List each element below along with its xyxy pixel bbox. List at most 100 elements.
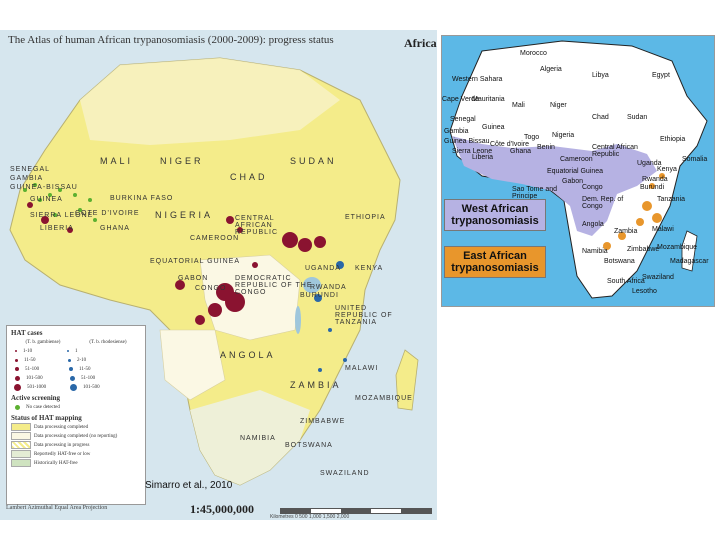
country-label-swaziland: SWAZILAND (320, 470, 370, 477)
trypanosomiasis-distribution-map: Morocco Algeria Libya Egypt Western Saha… (441, 35, 715, 307)
r-label-ghana: Ghana (510, 148, 532, 155)
r-label-guinea-bissau: Guinea Bissau (444, 138, 490, 145)
country-label-zimbabwe: ZIMBABWE (300, 418, 346, 425)
r-label-south-africa: South Africa (607, 278, 645, 285)
r-label-guinea: Guinea (482, 124, 505, 131)
r-label-morocco: Morocco (520, 50, 547, 57)
country-label-cameroon: CAMEROON (190, 235, 240, 242)
legend-r-5: 101-500 (83, 384, 100, 390)
country-label-zambia: ZAMBIA (290, 380, 342, 390)
scale-bar-label: Kilometres 0 500 1,000 1,500 2,000 (270, 514, 350, 520)
country-label-mozambique: MOZAMBIQUE (355, 395, 413, 402)
country-label-namibia: NAMIBIA (240, 435, 276, 442)
legend-g-4: 101-500 (26, 375, 43, 381)
country-label-senegal: SENEGAL (10, 166, 51, 173)
country-label-botswana: BOTSWANA (285, 442, 333, 449)
r-label-lesotho: Lesotho (632, 288, 657, 295)
r-label-sierra-leone: Sierra Leone (452, 148, 493, 155)
map-scale: 1:45,000,000 (190, 502, 254, 516)
country-label-chad: CHAD (230, 172, 268, 182)
lake-tanganyika (295, 306, 301, 334)
country-label-sudan: SUDAN (290, 156, 337, 166)
r-label-algeria: Algeria (540, 66, 562, 73)
country-label-congo: CONGO (195, 285, 227, 292)
r-label-gabon: Gabon (562, 178, 584, 185)
r-label-botswana: Botswana (604, 258, 635, 265)
madagascar (395, 349, 419, 411)
legend-g-1: 1-10 (23, 348, 33, 354)
scale-bar (280, 508, 432, 514)
legend-no-case: No case detected (26, 404, 60, 410)
country-label-gabon: GABON (178, 275, 209, 282)
r-label-gambia: Gambia (444, 128, 469, 135)
r-label-zimbabwe: Zimbabwe (627, 246, 660, 253)
r-label-liberia: Liberia (472, 154, 494, 161)
legend-east-african: East African trypanosomiasis (444, 246, 546, 278)
r-label-sudan: Sudan (627, 114, 648, 121)
legend-status-2: Data processing completed (no reporting) (34, 433, 118, 439)
country-label-car: CENTRAL AFRICAN REPUBLIC (235, 215, 279, 236)
legend-heading-status: Status of HAT mapping (11, 414, 82, 422)
r-label-cote-divoire: Côte d'Ivoire (490, 141, 530, 148)
r-label-mali: Mali (512, 102, 525, 109)
legend-status-5: Historically HAT-free (34, 460, 78, 466)
r-label-togo: Togo (524, 134, 540, 141)
r-label-equatorial-guinea: Equatorial Guinea (547, 168, 604, 175)
hatched-region-angola (159, 329, 226, 401)
legend-r-3: 11-50 (79, 366, 91, 372)
r-label-somalia: Somalia (682, 156, 708, 163)
r-label-ethiopia: Ethiopia (660, 136, 686, 143)
country-label-sierra-leone: SIERRA LEONE (30, 212, 94, 219)
legend-r-2: 2-10 (77, 357, 87, 363)
legend-r-1: 1 (75, 348, 78, 354)
country-label-guinea-bissau: GUINEA-BISSAU (10, 184, 78, 191)
projection-note: Lambert Azimuthal Equal Area Projection (6, 505, 108, 511)
gambiense-cases (27, 202, 326, 325)
r-label-western-sahara: Western Sahara (452, 76, 503, 83)
east-african-zone (603, 173, 665, 250)
r-label-madagascar: Madagascar (670, 258, 709, 265)
africa-label: Africa (404, 36, 437, 50)
hat-free-south (190, 390, 310, 485)
r-label-congo: Congo (582, 184, 603, 191)
r-label-tanzania: Tanzania (657, 196, 686, 203)
country-label-nigeria: NIGERIA (155, 210, 214, 220)
r-label-libya: Libya (592, 72, 609, 79)
legend-g-5: 501-1000 (27, 384, 47, 390)
country-label-equatorial-guinea: EQUATORIAL GUINEA (150, 258, 240, 265)
map-legend: HAT cases (T. b. gambiense) (T. b. rhode… (6, 325, 146, 505)
r-label-namibia: Namibia (582, 248, 608, 255)
r-label-cameroon: Cameroon (560, 156, 593, 163)
hatched-region-drc (199, 254, 301, 341)
r-label-senegal: Senegal (450, 116, 476, 123)
r-label-benin: Benin (537, 144, 555, 151)
country-label-cote-divoire: COTE D'IVOIRE (75, 210, 140, 217)
r-label-sao-tome: Sao Tome and Principe (512, 186, 558, 200)
r-label-chad: Chad (592, 114, 609, 121)
country-label-guinea: GUINEA (30, 196, 63, 203)
r-label-angola: Angola (582, 221, 604, 228)
r-label-nigeria: Nigeria (552, 132, 575, 139)
legend-r-4: 51-100 (81, 375, 96, 381)
country-label-drc: DEMOCRATIC REPUBLIC OF THE CONGO (235, 275, 313, 296)
r-label-rwanda: Rwanda (642, 176, 668, 183)
active-screening-points (23, 183, 97, 222)
legend-col-gambiense: (T. b. gambiense) (25, 339, 61, 345)
country-label-ethiopia: ETHIOPIA (345, 214, 386, 221)
legend-status-3: Data processing in progress (34, 442, 90, 448)
legend-g-3: 51-100 (25, 366, 40, 372)
r-label-uganda: Uganda (637, 160, 662, 167)
country-label-ghana: GHANA (100, 225, 130, 232)
madagascar-right (681, 230, 698, 272)
country-label-niger: NIGER (160, 156, 204, 166)
country-label-burundi: BURUNDI (300, 292, 339, 299)
country-label-kenya: KENYA (355, 265, 384, 272)
r-label-egypt: Egypt (652, 72, 670, 79)
rhodesiense-cases (314, 261, 347, 372)
map-title: The Atlas of human African trypanosomias… (8, 34, 334, 46)
country-label-malawi: MALAWI (345, 365, 379, 372)
country-label-burkina-faso: BURKINA FASO (110, 195, 174, 202)
r-label-burundi: Burundi (640, 184, 665, 191)
legend-heading-active-screening: Active screening (11, 394, 61, 402)
r-label-car: Central African Republic (592, 144, 638, 158)
